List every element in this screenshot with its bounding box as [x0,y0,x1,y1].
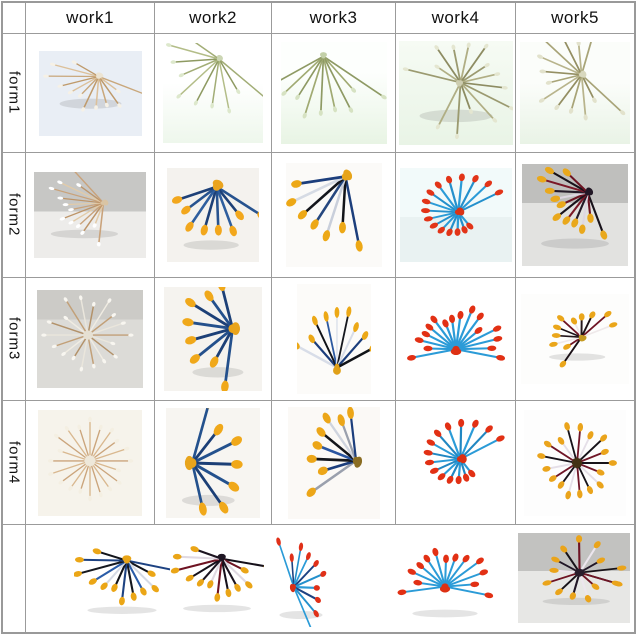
column-header-work3: work3 [272,3,396,34]
cell-form4-work1 [26,401,155,525]
photo-form2-work2 [167,168,259,262]
column-header-work5: work5 [516,3,634,34]
row-header-form1: form1 [3,34,26,153]
photo-bottom-1 [74,533,170,625]
photo-form4-work5 [524,409,626,516]
cell-form1-work4 [396,34,516,153]
photo-form1-work1 [38,50,142,136]
cell-bottom-sequence [26,525,634,632]
cell-form4-work5 [516,401,634,525]
cell-form4-work2 [155,401,272,525]
photo-bottom-2 [170,533,264,625]
photo-form4-work3 [287,406,380,519]
photo-form2-work5 [522,164,628,266]
cell-form3-work1 [26,278,155,401]
corner-cell [3,3,26,34]
photo-form3-work3 [296,284,371,394]
photo-form2-work3 [285,163,382,267]
row-header-form4: form4 [3,401,26,525]
cell-form3-work4 [396,278,516,401]
row-header-form2: form2 [3,153,26,278]
cell-form2-work2 [155,153,272,278]
cell-form3-work3 [272,278,396,401]
photo-form1-work4 [398,41,513,145]
photo-form3-work2 [164,287,262,391]
cell-form1-work2 [155,34,272,153]
cell-form2-work4 [396,153,516,278]
photo-form2-work4 [399,168,512,262]
cell-form3-work2 [155,278,272,401]
photo-form3-work4 [399,288,512,390]
column-header-work2: work2 [155,3,272,34]
cell-form1-work1 [26,34,155,153]
photo-form1-work3 [280,42,387,144]
cell-form1-work5 [516,34,634,153]
cell-form2-work3 [272,153,396,278]
photo-bottom-5 [518,533,630,623]
cell-form4-work3 [272,401,396,525]
photo-form3-work5 [521,294,629,384]
column-header-work1: work1 [26,3,155,34]
cell-form2-work1 [26,153,155,278]
column-header-work4: work4 [396,3,516,34]
cell-form1-work3 [272,34,396,153]
row-header-form3: form3 [3,278,26,401]
photo-form4-work1 [38,409,142,516]
cell-form2-work5 [516,153,634,278]
photo-bottom-4 [394,529,496,625]
photo-form4-work2 [166,407,260,518]
cell-form3-work5 [516,278,634,401]
photo-form2-work1 [34,172,146,258]
photo-form3-work1 [37,290,143,388]
photo-form1-work5 [520,42,630,144]
cell-form4-work4 [396,401,516,525]
row-header-bottom-empty [3,525,26,632]
photo-bottom-3 [265,527,337,627]
photo-form1-work2 [163,43,263,143]
photo-form4-work4 [400,413,511,512]
